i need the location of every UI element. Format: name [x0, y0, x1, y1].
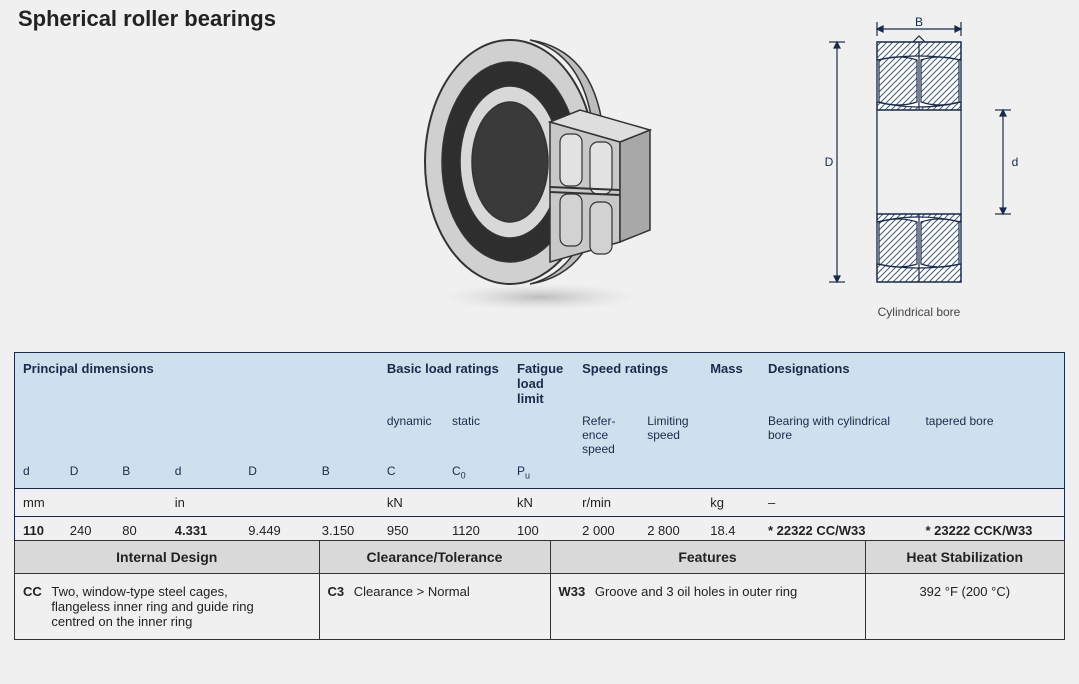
sym-d-mm: d — [15, 460, 62, 489]
technical-drawing: B D d — [789, 14, 1049, 304]
cell-internal: CC Two, window-type steel cages, flangel… — [15, 574, 320, 640]
details-table: Internal Design Clearance/Tolerance Feat… — [14, 540, 1065, 640]
dh-clearance: Clearance/Tolerance — [319, 541, 550, 574]
hdr-desig-tap: tapered bore — [917, 410, 1064, 460]
sym-B-mm: B — [114, 460, 167, 489]
bearing-3d-illustration — [410, 22, 670, 312]
dim-D-label: D — [825, 155, 834, 169]
principal-table-wrap: Principal dimensions Basic load ratings … — [14, 352, 1065, 547]
sym-B-in: B — [314, 460, 379, 489]
sym-D-mm: D — [62, 460, 115, 489]
hdr-load: Basic load ratings — [379, 353, 509, 411]
unit-kN2: kN — [509, 489, 574, 517]
sym-C0: C0 — [444, 460, 509, 489]
sym-C: C — [379, 460, 444, 489]
unit-dash: – — [760, 489, 1065, 517]
hdr-static: static — [444, 410, 509, 460]
hdr-desig-cyl: Bearing with cylindrical bore — [760, 410, 918, 460]
hdr-dynamic: dynamic — [379, 410, 444, 460]
hdr-speed: Speed ratings — [574, 353, 702, 411]
dim-b-label: B — [915, 15, 923, 29]
clearance-desc: Clearance > Normal — [354, 584, 470, 599]
cell-heat: 392 °F (200 °C) — [865, 574, 1065, 640]
dim-d-label: d — [1012, 155, 1019, 169]
unit-mm: mm — [15, 489, 167, 517]
internal-code: CC — [23, 584, 42, 599]
tech-drawing-caption: Cylindrical bore — [789, 305, 1049, 319]
unit-kg: kg — [702, 489, 760, 517]
features-desc: Groove and 3 oil holes in outer ring — [595, 584, 825, 599]
sym-Pu: Pu — [509, 460, 574, 489]
units-row: mm in kN kN r/min kg – — [15, 489, 1065, 517]
hdr-dims: Principal dimensions — [15, 353, 379, 411]
hero-area: B D d — [0, 0, 1079, 340]
unit-in: in — [167, 489, 379, 517]
hdr-refspeed: Refer- ence speed — [574, 410, 639, 460]
hdr-desig: Designations — [760, 353, 1065, 411]
details-table-wrap: Internal Design Clearance/Tolerance Feat… — [14, 540, 1065, 640]
dh-internal: Internal Design — [15, 541, 320, 574]
unit-kN: kN — [379, 489, 509, 517]
cell-features: W33 Groove and 3 oil holes in outer ring — [550, 574, 865, 640]
hdr-fatigue: Fatigue load limit — [509, 353, 574, 411]
dh-heat: Heat Stabilization — [865, 541, 1065, 574]
unit-rmin: r/min — [574, 489, 702, 517]
sym-d-in: d — [167, 460, 241, 489]
internal-desc: Two, window-type steel cages, flangeless… — [51, 584, 281, 629]
dh-features: Features — [550, 541, 865, 574]
cell-clearance: C3 Clearance > Normal — [319, 574, 550, 640]
features-code: W33 — [559, 584, 586, 599]
hdr-limspeed: Limiting speed — [639, 410, 702, 460]
sym-D-in: D — [240, 460, 314, 489]
clearance-code: C3 — [328, 584, 345, 599]
principal-table: Principal dimensions Basic load ratings … — [14, 352, 1065, 547]
hdr-mass: Mass — [702, 353, 760, 411]
